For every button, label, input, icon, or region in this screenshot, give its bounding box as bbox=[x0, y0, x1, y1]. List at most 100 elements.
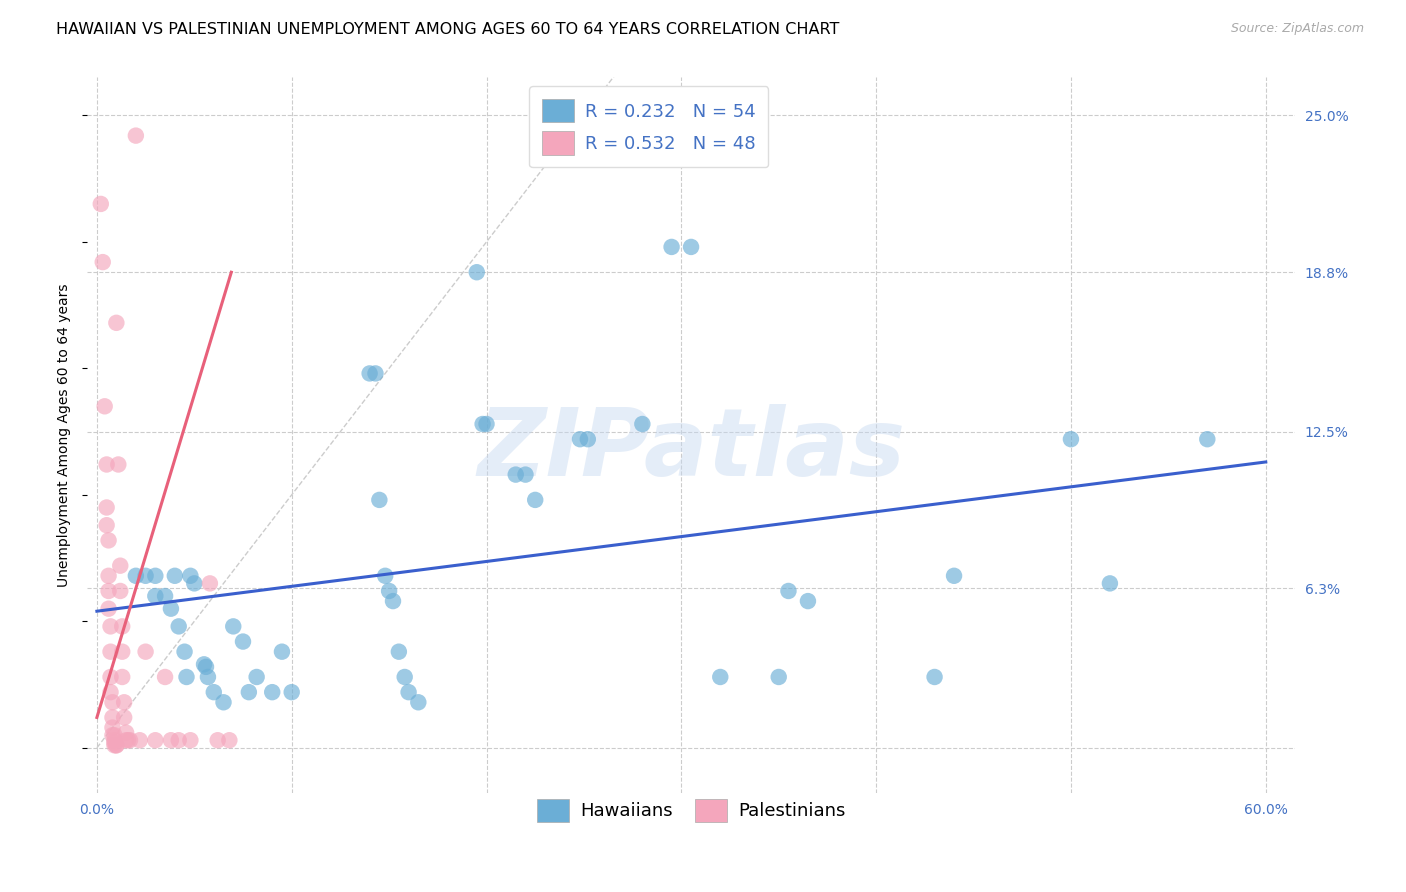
Point bbox=[105, 316, 128, 330]
Point bbox=[97, 601, 120, 615]
Point bbox=[103, 736, 125, 750]
Point bbox=[924, 670, 946, 684]
Point bbox=[101, 721, 124, 735]
Point bbox=[101, 695, 124, 709]
Point bbox=[176, 670, 198, 684]
Point bbox=[103, 733, 125, 747]
Point bbox=[100, 645, 122, 659]
Point bbox=[100, 619, 122, 633]
Point bbox=[117, 733, 139, 747]
Point bbox=[143, 569, 166, 583]
Point bbox=[118, 733, 141, 747]
Point bbox=[408, 695, 430, 709]
Point bbox=[105, 739, 128, 753]
Point bbox=[167, 619, 190, 633]
Point bbox=[576, 432, 599, 446]
Point bbox=[374, 569, 396, 583]
Point bbox=[96, 458, 118, 472]
Point bbox=[135, 569, 157, 583]
Point bbox=[195, 660, 218, 674]
Point bbox=[160, 733, 183, 747]
Point bbox=[101, 710, 124, 724]
Point bbox=[465, 265, 488, 279]
Point bbox=[143, 733, 166, 747]
Point bbox=[198, 576, 221, 591]
Point bbox=[524, 492, 547, 507]
Text: HAWAIIAN VS PALESTINIAN UNEMPLOYMENT AMONG AGES 60 TO 64 YEARS CORRELATION CHART: HAWAIIAN VS PALESTINIAN UNEMPLOYMENT AMO… bbox=[56, 22, 839, 37]
Point bbox=[271, 645, 294, 659]
Point bbox=[167, 733, 190, 747]
Point bbox=[681, 240, 703, 254]
Point bbox=[943, 569, 966, 583]
Point bbox=[97, 569, 120, 583]
Point bbox=[398, 685, 420, 699]
Point bbox=[135, 645, 157, 659]
Point bbox=[505, 467, 527, 482]
Point bbox=[111, 670, 134, 684]
Point bbox=[232, 634, 254, 648]
Point bbox=[382, 594, 405, 608]
Text: ZIPatlas: ZIPatlas bbox=[477, 404, 905, 496]
Point bbox=[96, 500, 118, 515]
Point bbox=[96, 518, 118, 533]
Point bbox=[388, 645, 411, 659]
Point bbox=[111, 645, 134, 659]
Point bbox=[125, 128, 148, 143]
Point bbox=[475, 417, 498, 431]
Point bbox=[238, 685, 260, 699]
Point bbox=[1060, 432, 1083, 446]
Point bbox=[471, 417, 494, 431]
Point bbox=[111, 619, 134, 633]
Point bbox=[197, 670, 219, 684]
Point bbox=[222, 619, 245, 633]
Point bbox=[394, 670, 416, 684]
Point bbox=[173, 645, 195, 659]
Point bbox=[709, 670, 731, 684]
Point bbox=[378, 584, 401, 599]
Point bbox=[569, 432, 592, 446]
Point bbox=[1197, 432, 1219, 446]
Point bbox=[280, 685, 302, 699]
Point bbox=[100, 670, 122, 684]
Point bbox=[661, 240, 683, 254]
Point bbox=[101, 728, 124, 742]
Point bbox=[153, 589, 176, 603]
Point bbox=[115, 733, 138, 747]
Legend: Hawaiians, Palestinians: Hawaiians, Palestinians bbox=[524, 786, 858, 834]
Point bbox=[93, 399, 115, 413]
Point bbox=[153, 670, 176, 684]
Point bbox=[797, 594, 820, 608]
Point bbox=[125, 569, 148, 583]
Point bbox=[105, 739, 128, 753]
Point bbox=[163, 569, 186, 583]
Point bbox=[359, 367, 381, 381]
Point bbox=[91, 255, 114, 269]
Point bbox=[110, 558, 132, 573]
Point bbox=[115, 725, 138, 739]
Point bbox=[179, 569, 201, 583]
Point bbox=[768, 670, 790, 684]
Text: Source: ZipAtlas.com: Source: ZipAtlas.com bbox=[1230, 22, 1364, 36]
Point bbox=[112, 710, 135, 724]
Y-axis label: Unemployment Among Ages 60 to 64 years: Unemployment Among Ages 60 to 64 years bbox=[58, 284, 72, 587]
Point bbox=[107, 458, 129, 472]
Point bbox=[103, 728, 125, 742]
Point bbox=[1098, 576, 1121, 591]
Point bbox=[207, 733, 229, 747]
Point bbox=[90, 197, 112, 211]
Point bbox=[160, 601, 183, 615]
Point bbox=[103, 739, 125, 753]
Point bbox=[128, 733, 150, 747]
Point bbox=[179, 733, 201, 747]
Point bbox=[97, 533, 120, 548]
Point bbox=[246, 670, 269, 684]
Point bbox=[110, 584, 132, 599]
Point bbox=[202, 685, 225, 699]
Point bbox=[631, 417, 654, 431]
Point bbox=[143, 589, 166, 603]
Point bbox=[193, 657, 215, 672]
Point bbox=[368, 492, 391, 507]
Point bbox=[778, 584, 800, 599]
Point bbox=[112, 695, 135, 709]
Point bbox=[212, 695, 235, 709]
